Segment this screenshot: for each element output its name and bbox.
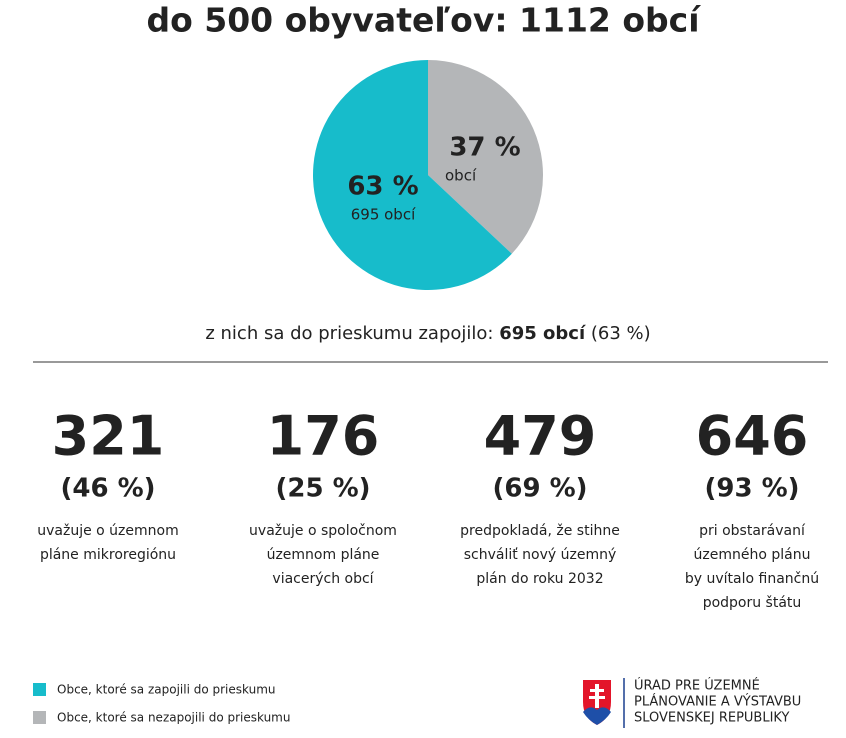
summary: z nich sa do prieskumu zapojilo: 695 obc… <box>205 323 650 344</box>
title: do 500 obyvateľov: 1112 obcí <box>146 1 701 40</box>
stat-text: územnom pláne <box>267 547 380 563</box>
stat-text: viacerých obcí <box>272 571 374 587</box>
stat-count: 176 <box>267 405 380 468</box>
legend-label: Obce, ktoré sa zapojili do prieskumu <box>57 683 276 697</box>
slice-label: 37 % <box>449 133 520 163</box>
logo-line: SLOVENSKEJ REPUBLIKY <box>634 711 789 726</box>
stat-text: pri obstarávaní <box>699 523 806 539</box>
slice-note: obcí <box>445 167 477 185</box>
stat-text: predpokladá, že stihne <box>460 523 620 539</box>
legend-label: Obce, ktoré sa nezapojili do prieskumu <box>57 711 290 725</box>
logo-line: PLÁNOVANIE A VÝSTAVBU <box>634 694 801 710</box>
legend: Obce, ktoré sa zapojili do prieskumu Obce… <box>33 683 290 725</box>
stat-share: (69 %) <box>492 474 587 504</box>
coat-cross <box>589 684 605 708</box>
stat-count: 479 <box>484 405 597 468</box>
stat-text: uvažuje o územnom <box>37 523 178 539</box>
stat-text: pláne mikroregiónu <box>40 547 176 563</box>
slice-note: 695 obcí <box>351 206 416 224</box>
slice-label: 63 % <box>347 172 418 202</box>
stat-text: by uvítalo finančnú <box>685 571 819 587</box>
stat-text: plán do roku 2032 <box>476 571 603 587</box>
pie-slice <box>428 60 543 254</box>
legend-swatch <box>33 711 46 724</box>
stat-share: (46 %) <box>60 474 155 504</box>
stat-count: 646 <box>696 405 809 468</box>
logo-line: ÚRAD PRE ÚZEMNÉ <box>634 678 760 694</box>
stat-text: podporu štátu <box>703 595 802 611</box>
stats: 321 (46 %) uvažuje o územnom pláne mikroreg… <box>37 405 819 611</box>
stat-text: schváliť nový územný <box>464 547 617 563</box>
coat-hills <box>583 707 611 725</box>
summary-suffix: (63 %) <box>591 323 651 344</box>
pie-slice <box>312 60 512 291</box>
legend-swatch <box>33 683 46 696</box>
stat-share: (93 %) <box>704 474 799 504</box>
stat-count: 321 <box>52 405 165 468</box>
summary-prefix: z nich sa do prieskumu zapojilo: <box>205 323 493 344</box>
stat-text: územného plánu <box>694 547 811 563</box>
stat-share: (25 %) <box>275 474 370 504</box>
pie-chart: 63 % 695 obcí 37 % obcí <box>312 60 543 291</box>
summary-bold: 695 obcí <box>499 323 586 344</box>
stat-text: uvažuje o spoločnom <box>249 523 397 539</box>
